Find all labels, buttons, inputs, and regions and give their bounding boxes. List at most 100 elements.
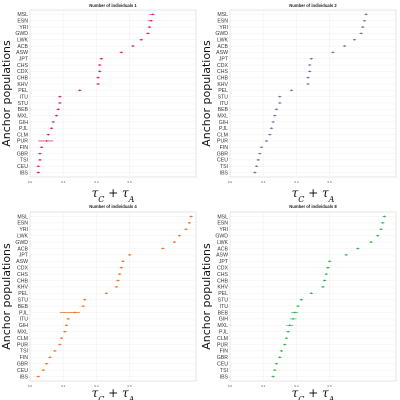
category-label: ITU	[20, 317, 29, 323]
data-point	[37, 171, 40, 174]
category-label: ASW	[16, 259, 28, 265]
data-point	[40, 146, 43, 149]
data-point	[363, 19, 366, 22]
category-label: CHB	[217, 278, 228, 284]
data-point	[47, 133, 50, 136]
category-label: CDX	[17, 69, 28, 75]
category-label: CEU	[217, 362, 228, 368]
data-point	[45, 362, 48, 365]
data-point	[307, 76, 309, 79]
category-label: CDX	[217, 265, 228, 271]
data-point	[148, 26, 151, 28]
data-point	[270, 127, 273, 130]
category-label: ACB	[17, 44, 28, 50]
data-point	[278, 356, 281, 359]
category-label: ESN	[17, 221, 28, 227]
category-label: MSL	[217, 214, 228, 220]
category-label: STU	[18, 298, 29, 304]
data-point	[105, 292, 108, 295]
x-tick-label: 0.4	[294, 384, 299, 388]
x-axis-label: τC + τA	[292, 386, 335, 400]
category-label: MXL	[17, 113, 28, 119]
category-label: GWD	[215, 31, 228, 37]
panel-title: Number of individuals 1	[89, 3, 137, 8]
category-label: ITU	[220, 304, 229, 310]
data-point	[297, 305, 299, 308]
data-point	[98, 70, 101, 73]
x-tick-label: 0.2	[261, 180, 266, 184]
data-point	[52, 121, 55, 123]
data-point	[376, 234, 379, 237]
y-axis-label: Anchor populations	[0, 243, 13, 350]
data-point	[325, 273, 328, 275]
category-label: IBS	[20, 374, 29, 380]
data-point	[117, 279, 119, 282]
category-label: CHS	[17, 63, 28, 69]
data-point	[45, 140, 48, 142]
data-point	[82, 305, 85, 308]
data-point	[78, 89, 81, 92]
data-point	[290, 89, 293, 92]
category-label: GWD	[15, 31, 28, 37]
category-label: CDX	[17, 265, 28, 271]
data-point	[365, 13, 368, 16]
data-point	[58, 95, 61, 98]
category-label: IBS	[20, 170, 29, 176]
data-point	[115, 285, 118, 288]
data-point	[288, 324, 291, 327]
data-point	[37, 375, 40, 378]
data-point	[54, 350, 56, 352]
category-label: PUR	[217, 342, 228, 348]
category-label: GBR	[17, 362, 28, 368]
plot-area	[29, 9, 197, 178]
category-label: PJL	[19, 126, 28, 132]
x-tick-label: 0.6	[328, 384, 333, 388]
data-point	[273, 369, 276, 372]
data-point	[383, 215, 386, 218]
category-label: PUR	[217, 139, 228, 145]
chart-panel-3: Number of individuals 4 MSLESNYRILWKGWDAC…	[0, 204, 197, 400]
category-label: JPT	[19, 253, 29, 259]
data-point	[188, 221, 191, 224]
category-label: CHB	[17, 75, 28, 81]
data-point	[275, 108, 278, 111]
category-label: GBR	[17, 151, 28, 157]
data-point	[63, 330, 66, 333]
data-point	[122, 260, 124, 263]
data-point	[50, 127, 53, 130]
data-point	[272, 121, 275, 123]
category-label: CHS	[217, 272, 228, 278]
x-tick-label: 0.0	[28, 384, 33, 388]
data-point	[150, 19, 153, 22]
category-label: CDX	[217, 63, 228, 69]
category-label: YRI	[219, 227, 228, 233]
panel-title: Number of individuals 8	[289, 204, 337, 209]
category-label: CLM	[17, 132, 28, 138]
data-point	[258, 152, 261, 155]
data-point	[67, 318, 70, 320]
x-tick-label: 0.0	[28, 180, 33, 184]
category-label: LWK	[217, 38, 228, 44]
category-label: ESN	[217, 19, 228, 25]
category-label: ESN	[17, 19, 28, 25]
data-point	[343, 45, 346, 47]
x-tick-label: 0.0	[228, 384, 233, 388]
category-label: CLM	[17, 336, 28, 342]
data-point	[356, 247, 359, 250]
x-tick-label: 0.2	[61, 384, 66, 388]
category-label: MSL	[217, 12, 228, 18]
x-tick-label: 0.0	[228, 180, 233, 184]
chart-panel-2: Number of individuals 2 MSLESNYRIGWDLWKAC…	[200, 3, 397, 204]
data-point	[257, 159, 260, 161]
category-label: ITU	[20, 94, 29, 100]
data-point	[140, 38, 143, 41]
data-point	[280, 350, 283, 352]
data-point	[39, 152, 41, 155]
category-label: KHV	[17, 82, 28, 88]
category-label: MXL	[217, 323, 228, 329]
category-label: KHV	[17, 285, 28, 291]
category-label: ASW	[16, 50, 28, 56]
category-label: ACB	[217, 44, 228, 50]
data-point	[128, 253, 131, 256]
data-point	[272, 375, 275, 378]
